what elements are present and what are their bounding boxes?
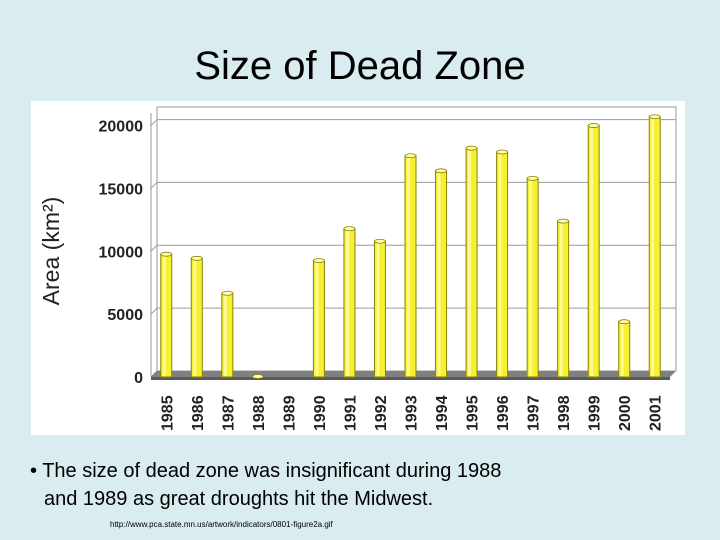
bar-highlight: [590, 126, 594, 376]
bar-highlight: [345, 229, 349, 376]
bar-1997: [526, 177, 539, 378]
bar-highlight: [620, 322, 624, 376]
bar-cap: [587, 123, 600, 128]
bar-1993: [404, 155, 417, 378]
source-url: http://www.pca.state.mn.us/artwork/indic…: [110, 520, 333, 529]
dead-zone-chart: 0 5000 10000 15000 20000 1985 1986 1987 1988 198…: [31, 101, 685, 435]
bar-highlight: [193, 259, 197, 376]
bar-highlight: [498, 152, 502, 376]
x-tick-label: 1997: [526, 395, 543, 431]
gridline-depth: [150, 307, 158, 315]
bar-1987: [221, 292, 234, 378]
bar-highlight: [315, 261, 319, 376]
x-tick-label: 1990: [312, 395, 329, 431]
bar-highlight: [407, 156, 410, 376]
chart-bars: [160, 114, 661, 379]
x-tick-label: 1993: [404, 395, 421, 431]
bar-cap: [465, 145, 478, 151]
x-tick-label: 1986: [190, 395, 207, 431]
y-axis-ticks: 0 5000 10000 15000 20000: [99, 119, 144, 387]
bar-1995: [465, 147, 478, 378]
bar-cap: [496, 149, 508, 155]
bar-highlight: [437, 171, 441, 376]
bar-1994: [435, 170, 448, 378]
x-tick-label: 1991: [342, 395, 359, 431]
x-tick-label: 1996: [495, 395, 512, 431]
bullet-line-2: and 1989 as great droughts hit the Midwe…: [44, 488, 434, 510]
bar-cap: [557, 218, 570, 224]
chart-floor-edge: [151, 377, 670, 380]
x-tick-label: 2000: [617, 395, 634, 431]
y-tick-label: 5000: [107, 307, 143, 324]
bar-cap: [404, 153, 417, 159]
gridline-depth: [150, 244, 158, 252]
y-tick-label: 20000: [99, 119, 144, 136]
bullet-line-1: • The size of dead zone was insignifican…: [30, 460, 502, 482]
y-tick-label: 15000: [99, 181, 144, 198]
bar-1986: [190, 257, 203, 378]
y-axis-label: Area (km²): [38, 197, 64, 306]
bar-highlight: [559, 222, 563, 376]
bar-highlight: [468, 149, 472, 376]
x-tick-label: 1985: [159, 395, 176, 431]
x-tick-label: 1995: [465, 395, 482, 431]
bar-cap: [251, 374, 264, 379]
bar-cap: [221, 290, 234, 296]
x-axis-ticks: 1985 1986 1987 1988 1989 1990 1991 1992 1993 1994…: [159, 395, 664, 431]
bar-cap: [190, 255, 203, 261]
x-tick-label: 2001: [648, 395, 665, 431]
bullet-point: • The size of dead zone was insignifican…: [30, 457, 670, 513]
bar-cap: [313, 258, 325, 263]
x-tick-label: 1992: [373, 395, 390, 431]
x-tick-label: 1994: [434, 395, 451, 431]
y-tick-label: 10000: [99, 244, 144, 261]
y-tick-label: 0: [134, 370, 143, 387]
bar-cap: [160, 251, 173, 257]
bar-highlight: [223, 294, 227, 376]
gridline-depth: [150, 119, 158, 126]
bar-1985: [160, 253, 173, 378]
bar-cap: [526, 175, 539, 181]
x-tick-label: 1998: [556, 395, 573, 431]
bar-1996: [496, 151, 509, 378]
bar-highlight: [651, 117, 655, 377]
bar-highlight: [529, 179, 533, 376]
bar-cap: [648, 114, 661, 120]
bar-2000: [618, 321, 631, 378]
x-tick-label: 1987: [220, 395, 237, 431]
bar-1991: [343, 228, 356, 378]
bar-1990: [312, 260, 325, 378]
x-tick-label: 1989: [281, 395, 298, 431]
bar-cap: [374, 238, 386, 244]
gridline-depth: [150, 182, 158, 189]
x-tick-label: 1999: [587, 395, 604, 431]
bar-1999: [587, 125, 600, 378]
bar-cap: [618, 319, 631, 325]
bar-cap: [435, 168, 447, 174]
bar-cap: [343, 226, 356, 232]
bar-2001: [648, 116, 661, 378]
x-tick-label: 1988: [251, 395, 268, 431]
slide-title: Size of Dead Zone: [194, 44, 526, 88]
bar-1992: [373, 240, 386, 378]
bar-1998: [557, 220, 570, 378]
bar-highlight: [162, 255, 166, 376]
bar-highlight: [376, 242, 380, 376]
